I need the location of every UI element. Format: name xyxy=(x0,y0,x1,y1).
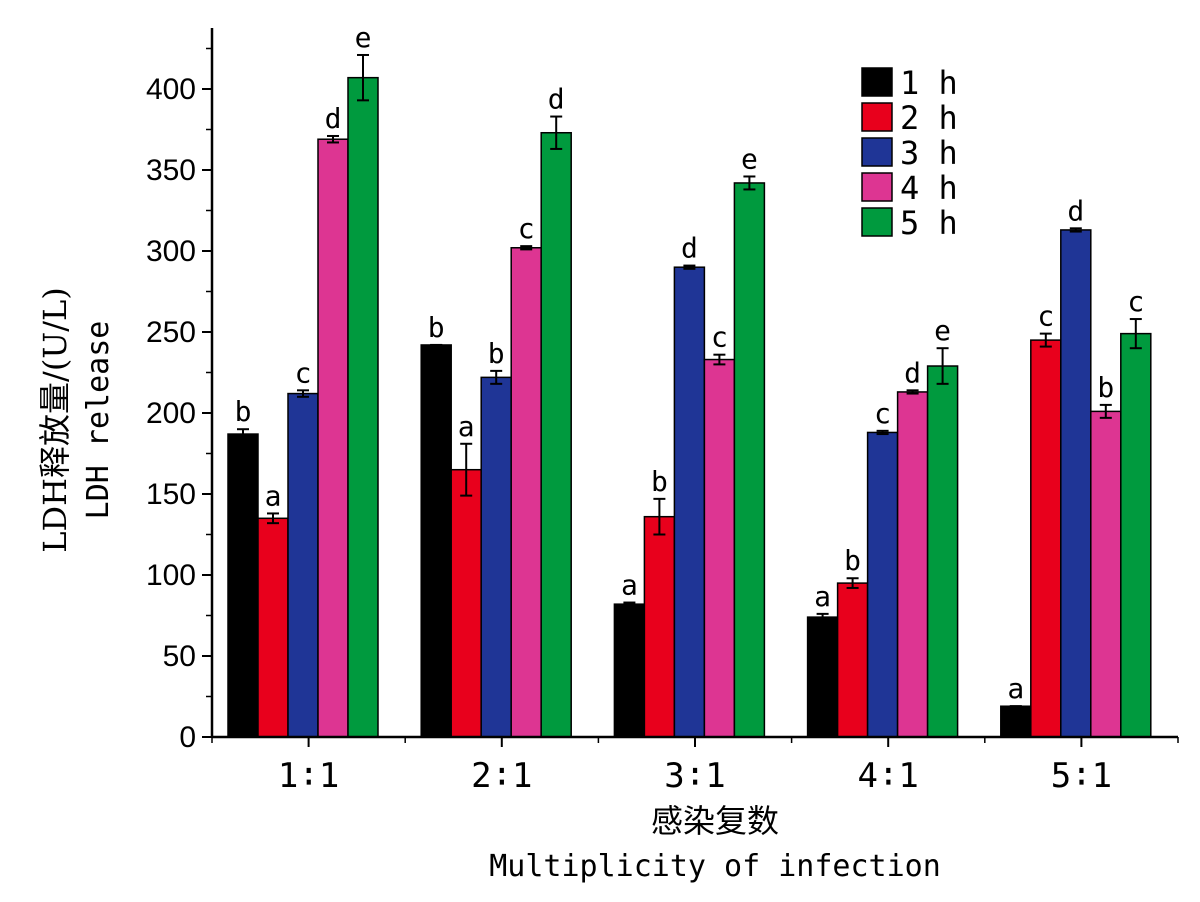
significance-label: d xyxy=(681,232,698,265)
bar xyxy=(1120,332,1152,738)
x-tick-label: 2∶1 xyxy=(471,756,532,796)
y-tick-label: 50 xyxy=(163,640,196,673)
significance-label: b xyxy=(651,465,668,498)
y-tick-label: 100 xyxy=(146,559,196,592)
significance-label: c xyxy=(295,356,312,389)
y-tick-label: 150 xyxy=(146,478,196,511)
bar xyxy=(613,603,646,738)
bar xyxy=(896,391,929,738)
significance-label: c xyxy=(874,397,891,430)
bar xyxy=(317,138,349,738)
y-axis-title-en: LDH release xyxy=(81,321,116,520)
x-tick-label: 1∶1 xyxy=(278,756,339,796)
bar xyxy=(703,358,736,738)
bar xyxy=(347,76,379,738)
legend: 1 h2 h3 h4 h5 h xyxy=(861,64,958,242)
x-axis-title-en: Multiplicity of infection xyxy=(489,849,941,884)
significance-label: a xyxy=(265,479,282,512)
significance-label: c xyxy=(518,212,535,245)
bar xyxy=(1030,339,1062,738)
significance-label: d xyxy=(904,356,921,389)
y-tick-label: 250 xyxy=(146,316,196,349)
significance-label: a xyxy=(814,580,831,613)
significance-label: a xyxy=(1007,672,1024,705)
legend-label: 2 h xyxy=(900,99,958,137)
bar xyxy=(287,392,319,738)
significance-label: b xyxy=(1097,371,1114,404)
bar xyxy=(510,247,542,738)
ticks-layer: 1∶1 2∶1 3∶1 4∶1 5∶1 0 50 100 150 200 250 300 350 400 xyxy=(146,47,1179,796)
legend-swatch xyxy=(861,207,893,237)
legend-swatch xyxy=(861,102,893,132)
legend-swatch xyxy=(861,137,893,167)
significance-label: e xyxy=(934,314,951,347)
bar xyxy=(673,266,706,738)
bar xyxy=(420,344,452,738)
significance-label: e xyxy=(741,142,758,175)
significance-label: a xyxy=(458,410,475,443)
bar xyxy=(806,616,839,738)
significance-label: b xyxy=(488,337,505,370)
legend-label: 5 h xyxy=(900,204,958,242)
significance-label: d xyxy=(325,102,342,135)
y-tick-label: 400 xyxy=(146,73,196,106)
y-tick-label: 350 xyxy=(146,154,196,187)
bar xyxy=(643,515,676,738)
bar xyxy=(480,376,512,738)
legend-label: 4 h xyxy=(900,169,958,207)
bar xyxy=(540,131,572,738)
x-tick-label: 5∶1 xyxy=(1051,756,1112,796)
bar xyxy=(866,431,899,738)
x-tick-label: 4∶1 xyxy=(857,756,918,796)
bar xyxy=(257,517,289,738)
significance-label: b xyxy=(428,311,445,344)
significance-label: b xyxy=(235,395,252,428)
significance-label: c xyxy=(1037,300,1054,333)
significance-label: e xyxy=(355,21,372,54)
significance-label: d xyxy=(1067,194,1084,227)
y-tick-label: 300 xyxy=(146,235,196,268)
x-axis-title-cn: 感染复数 xyxy=(651,802,779,840)
legend-label: 3 h xyxy=(900,134,958,172)
legend-swatch xyxy=(861,172,893,202)
significance-label: d xyxy=(548,83,565,116)
bar xyxy=(1000,705,1032,738)
significance-label: b xyxy=(844,544,861,577)
bar xyxy=(836,582,869,738)
significance-label: c xyxy=(711,321,728,354)
bar xyxy=(733,182,766,738)
bar xyxy=(450,468,482,738)
bar xyxy=(227,433,259,738)
x-tick-label: 3∶1 xyxy=(664,756,725,796)
y-tick-label: 200 xyxy=(146,397,196,430)
y-tick-label: 0 xyxy=(179,721,196,754)
bar xyxy=(1090,410,1122,738)
legend-swatch xyxy=(861,67,893,97)
y-axis-title-cn: LDH释放量/(U/L) xyxy=(36,287,74,553)
bar xyxy=(1060,229,1092,738)
bar xyxy=(926,365,959,738)
significance-label: c xyxy=(1127,285,1144,318)
significance-label: a xyxy=(621,569,638,602)
legend-label: 1 h xyxy=(900,64,958,102)
